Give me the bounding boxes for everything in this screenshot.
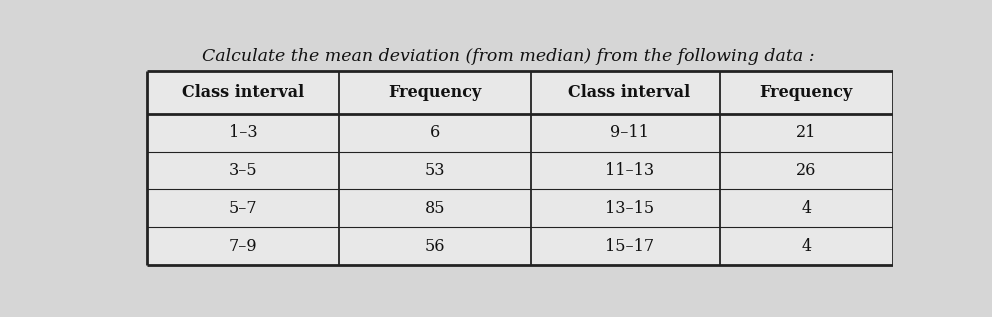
Text: 4: 4	[802, 200, 811, 217]
FancyBboxPatch shape	[147, 71, 893, 265]
Text: Class interval: Class interval	[183, 84, 305, 101]
Text: 21: 21	[797, 124, 816, 141]
Text: 85: 85	[426, 200, 445, 217]
Text: 5–7: 5–7	[229, 200, 258, 217]
Text: Frequency: Frequency	[760, 84, 853, 101]
Text: Class interval: Class interval	[568, 84, 690, 101]
Text: 7–9: 7–9	[229, 238, 258, 255]
Text: Calculate the mean deviation (from median) from the following data :: Calculate the mean deviation (from media…	[202, 48, 814, 65]
Text: 15–17: 15–17	[605, 238, 654, 255]
Text: 13–15: 13–15	[605, 200, 654, 217]
Text: 6: 6	[431, 124, 440, 141]
Text: Frequency: Frequency	[389, 84, 482, 101]
Text: 9–11: 9–11	[610, 124, 649, 141]
Text: 4: 4	[802, 238, 811, 255]
Text: 56: 56	[426, 238, 445, 255]
Text: 26: 26	[797, 162, 816, 179]
Text: 1–3: 1–3	[229, 124, 258, 141]
Text: 11–13: 11–13	[605, 162, 654, 179]
Text: 53: 53	[426, 162, 445, 179]
Text: 3–5: 3–5	[229, 162, 258, 179]
